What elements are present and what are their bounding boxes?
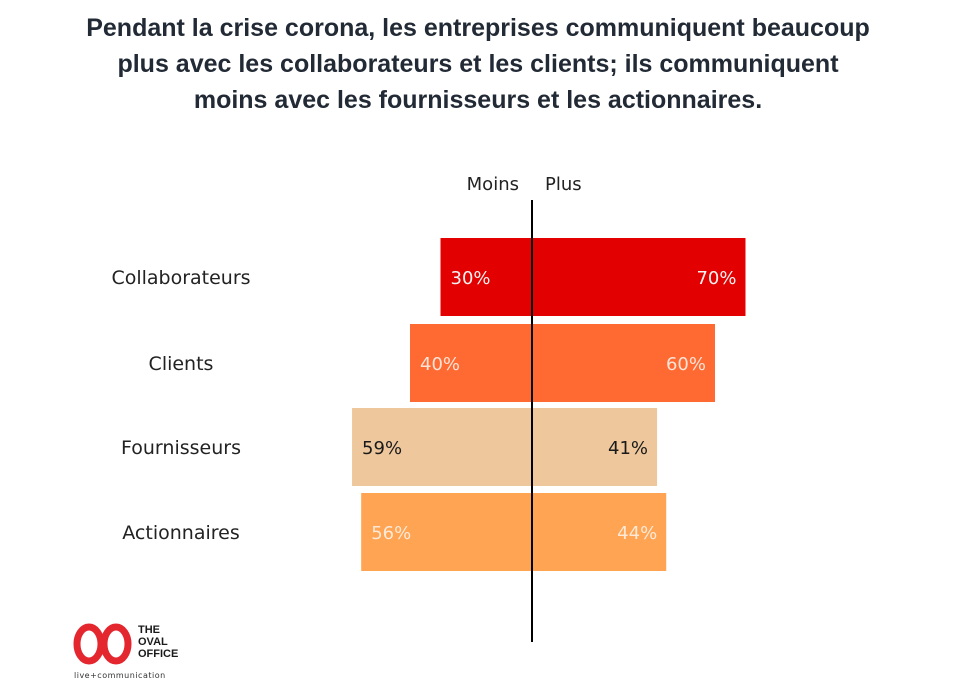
value-plus-actionnaires: 44% xyxy=(617,523,657,544)
logo-name: THE OVAL OFFICE xyxy=(138,624,178,660)
bar-plus-fournisseurs xyxy=(532,408,658,486)
category-label-collaborateurs: Collaborateurs xyxy=(111,267,250,289)
axis-heading-plus: Plus xyxy=(545,174,582,195)
value-moins-clients: 40% xyxy=(420,354,460,375)
category-label-actionnaires: Actionnaires xyxy=(122,522,239,544)
logo-name-line-1: THE xyxy=(138,624,160,636)
title-line-3: moins avec les fournisseurs et les actio… xyxy=(193,86,763,114)
logo-ring-left xyxy=(73,623,105,665)
logo-rings-icon xyxy=(73,623,132,665)
value-plus-fournisseurs: 41% xyxy=(608,438,648,459)
value-plus-collaborateurs: 70% xyxy=(696,268,736,289)
logo-name-line-3: OFFICE xyxy=(138,648,179,660)
bar-plus-collaborateurs xyxy=(532,238,746,316)
bar-plus-clients xyxy=(532,324,715,402)
title-line-2: plus avec les collaborateurs et les clie… xyxy=(117,50,839,78)
logo-name-line-2: OVAL xyxy=(138,636,168,648)
axis-heading-moins: Moins xyxy=(467,174,519,195)
chart-title: Pendant la crise corona, les entreprises… xyxy=(10,10,946,118)
oval-office-logo: THE OVAL OFFICE live+communication xyxy=(72,622,212,680)
bar-moins-collaborateurs xyxy=(440,238,532,316)
value-moins-actionnaires: 56% xyxy=(371,523,411,544)
bar-moins-fournisseurs xyxy=(352,408,532,486)
category-label-fournisseurs: Fournisseurs xyxy=(121,437,241,459)
logo-ring-right xyxy=(100,623,132,665)
value-moins-fournisseurs: 59% xyxy=(362,438,402,459)
bar-moins-actionnaires xyxy=(361,493,532,571)
value-moins-collaborateurs: 30% xyxy=(451,268,491,289)
bar-moins-clients xyxy=(410,324,532,402)
logo-tagline: live+communication xyxy=(74,671,166,680)
bar-plus-actionnaires xyxy=(532,493,667,571)
title-line-1: Pendant la crise corona, les entreprises… xyxy=(86,14,870,42)
value-plus-clients: 60% xyxy=(666,354,706,375)
category-label-clients: Clients xyxy=(149,353,214,375)
